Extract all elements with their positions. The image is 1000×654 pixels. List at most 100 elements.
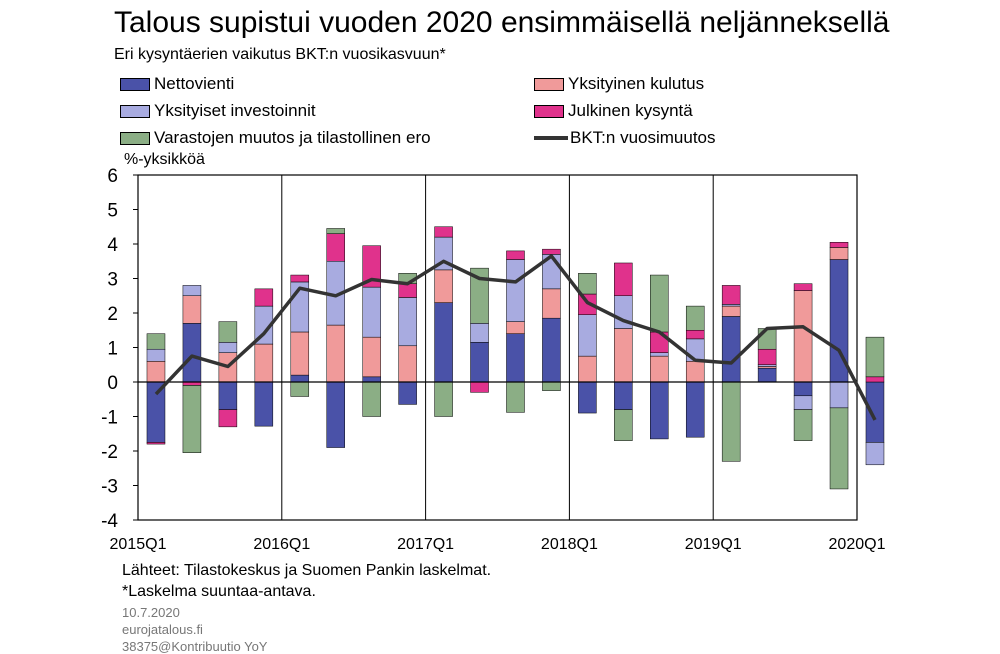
bar-segment xyxy=(685,305,705,331)
bar-segment xyxy=(578,273,597,295)
x-tick-label: 2015Q1 xyxy=(110,536,167,553)
bar-segment xyxy=(578,314,597,357)
legend-swatch-yksityinen-kulutus xyxy=(534,77,564,91)
bar-segment xyxy=(542,381,561,391)
legend-label-yksityinen-kulutus: Yksityinen kulutus xyxy=(568,74,705,93)
bar-segment xyxy=(614,381,633,410)
x-tick-label: 2017Q1 xyxy=(397,536,454,553)
chart-title: Talous supistui vuoden 2020 ensimmäisell… xyxy=(114,6,890,39)
footer-date: 10.7.2020 xyxy=(122,605,180,620)
bar-segment xyxy=(757,364,777,367)
bar-segment xyxy=(254,288,274,307)
bar-segment xyxy=(721,381,741,462)
bar-segment xyxy=(362,376,381,383)
bar-segment xyxy=(685,381,705,438)
bar-segment xyxy=(218,381,238,410)
bar-segment xyxy=(685,338,705,362)
bar-segment xyxy=(793,381,813,397)
bar-segment xyxy=(721,316,741,383)
bar-segment xyxy=(470,267,489,324)
bar-segment xyxy=(721,285,741,305)
y-tick-label: 3 xyxy=(107,270,118,291)
legend-label-varastojen-muutos: Varastojen muutos ja tilastollinen ero xyxy=(154,128,431,147)
bar-segment xyxy=(793,283,813,291)
bar-segment xyxy=(326,324,345,383)
bar-segment xyxy=(506,259,525,322)
bar-segment xyxy=(757,367,777,383)
bar-segment xyxy=(829,381,849,409)
bar-segment xyxy=(362,336,381,378)
bar-segment xyxy=(470,381,489,393)
bar-segment xyxy=(542,248,561,255)
bar-segment xyxy=(829,242,849,248)
bar-segment xyxy=(218,321,238,343)
legend-item-yksityiset-investoinnit: Yksityiset investoinnit xyxy=(120,101,316,121)
bar-segment xyxy=(829,247,849,260)
bar-segment xyxy=(650,352,669,357)
bar-segment xyxy=(721,304,741,307)
y-tick-label: -4 xyxy=(101,511,118,532)
bar-segment xyxy=(757,348,777,366)
bar-segment xyxy=(614,262,633,297)
bar-segment xyxy=(685,330,705,340)
legend-label-nettovienti: Nettovienti xyxy=(154,74,235,93)
x-tick-label: 2019Q1 xyxy=(685,536,742,553)
bar-segment xyxy=(793,290,813,383)
bar-segment xyxy=(865,376,885,383)
legend-item-julkinen-kysynta: Julkinen kysyntä xyxy=(534,101,693,121)
bar-segment xyxy=(398,297,417,347)
bar-segment xyxy=(254,343,274,383)
x-tick-label: 2020Q1 xyxy=(829,536,886,553)
bar-segment xyxy=(362,381,381,417)
legend-item-bkt-vuosimuutos: BKT:n vuosimuutos xyxy=(534,128,716,148)
y-tick-label: -2 xyxy=(101,442,118,463)
bar-segment xyxy=(182,285,202,296)
bar-segment xyxy=(434,269,453,303)
y-tick-label: -1 xyxy=(101,408,118,429)
bar-segment xyxy=(146,333,166,350)
footer-sources: Lähteet: Tilastokeskus ja Suomen Pankin … xyxy=(122,562,492,579)
bar-segment xyxy=(757,366,777,369)
bar-segment xyxy=(829,407,849,490)
y-tick-label: -3 xyxy=(101,477,118,498)
y-tick-label: 4 xyxy=(107,235,118,256)
bar-segment xyxy=(614,328,633,383)
bar-segment xyxy=(434,381,453,417)
legend-swatch-julkinen-kysynta xyxy=(534,104,564,118)
bar-segment xyxy=(542,288,561,319)
bar-segment xyxy=(362,286,381,338)
legend-label-yksityiset-investoinnit: Yksityiset investoinnit xyxy=(154,101,316,120)
gdp-line xyxy=(154,254,877,421)
bar-segment xyxy=(614,409,633,441)
bar-segment xyxy=(182,385,202,453)
bar-segment xyxy=(650,355,669,383)
bar-segment xyxy=(326,381,345,448)
bar-segment xyxy=(506,381,525,413)
bar-segment xyxy=(218,409,238,428)
bar-segment xyxy=(290,374,310,383)
y-tick-label: 6 xyxy=(107,166,118,187)
bar-segment xyxy=(865,442,885,466)
legend-line-bkt xyxy=(534,136,568,140)
bar-segment xyxy=(146,361,166,383)
bar-segment xyxy=(290,274,310,283)
bar-segment xyxy=(865,336,885,378)
y-tick-label: 5 xyxy=(107,201,118,222)
bar-segment xyxy=(470,323,489,343)
legend-label-bkt-vuosimuutos: BKT:n vuosimuutos xyxy=(570,128,716,147)
footer-note: *Laskelma suuntaa-antava. xyxy=(122,583,316,600)
y-axis-unit-label: %-yksikköä xyxy=(124,151,205,168)
bar-segment xyxy=(362,245,381,288)
bar-segment xyxy=(182,323,202,383)
bar-segment xyxy=(793,395,813,410)
bar-segment xyxy=(506,321,525,334)
bar-segment xyxy=(146,442,166,445)
legend-label-julkinen-kysynta: Julkinen kysyntä xyxy=(568,101,693,120)
legend-item-nettovienti: Nettovienti xyxy=(120,74,234,94)
bar-segment xyxy=(398,283,417,298)
bar-segment xyxy=(434,226,453,238)
bar-segment xyxy=(650,381,669,440)
chart-subtitle: Eri kysyntäerien vaikutus BKT:n vuosikas… xyxy=(114,46,446,63)
bar-segment xyxy=(182,295,202,324)
